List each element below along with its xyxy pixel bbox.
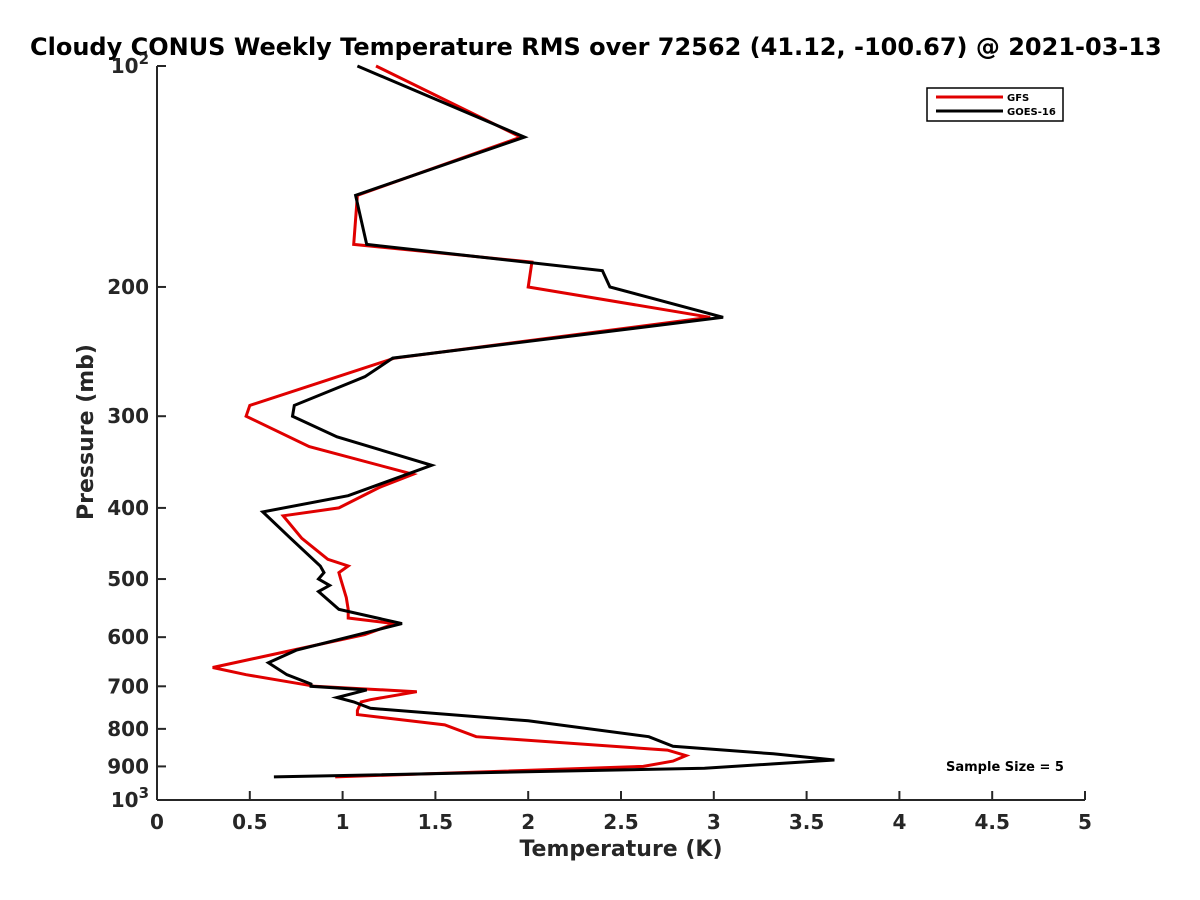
sample-size-annotation: Sample Size = 5 — [946, 760, 1064, 775]
y-tick-label: 600 — [107, 625, 149, 649]
x-tick-label: 2.5 — [603, 810, 638, 834]
y-axis-ticks: 102 200 300 400 500 600 700 800 900 103 — [107, 50, 166, 812]
x-axis-ticks: 0 0.5 1 1.5 2 2.5 3 3.5 4 4.5 5 — [150, 791, 1092, 834]
legend: GFS GOES-16 — [926, 87, 1064, 122]
x-axis-label: Temperature (K) — [519, 837, 722, 862]
y-tick-label: 400 — [107, 496, 149, 520]
x-tick-label: 0 — [150, 810, 164, 834]
y-axis-label: Pressure (mb) — [74, 344, 99, 520]
x-tick-label: 3 — [707, 810, 721, 834]
series-line-0 — [212, 64, 711, 779]
chart-title: Cloudy CONUS Weekly Temperature RMS over… — [30, 33, 1162, 61]
x-tick-label: 1.5 — [418, 810, 453, 834]
y-tick-label: 300 — [107, 404, 149, 428]
y-tick-label: 200 — [107, 275, 149, 299]
axes — [156, 66, 1085, 801]
y-tick-label: 103 — [111, 784, 149, 812]
x-tick-label: 2 — [521, 810, 535, 834]
x-tick-label: 0.5 — [232, 810, 267, 834]
y-tick-label: 900 — [107, 754, 149, 778]
legend-label: GOES-16 — [1007, 107, 1056, 118]
x-tick-label: 5 — [1078, 810, 1092, 834]
series-line-1 — [259, 64, 835, 779]
x-tick-label: 1 — [336, 810, 350, 834]
x-tick-label: 4 — [892, 810, 906, 834]
y-tick-label: 700 — [107, 674, 149, 698]
x-tick-label: 3.5 — [789, 810, 824, 834]
series-lines — [212, 64, 835, 779]
y-tick-label: 102 — [111, 50, 149, 78]
legend-label: GFS — [1007, 93, 1029, 104]
y-tick-label: 500 — [107, 567, 149, 591]
y-tick-label: 800 — [107, 717, 149, 741]
x-tick-label: 4.5 — [974, 810, 1009, 834]
legend-box — [926, 87, 1064, 122]
